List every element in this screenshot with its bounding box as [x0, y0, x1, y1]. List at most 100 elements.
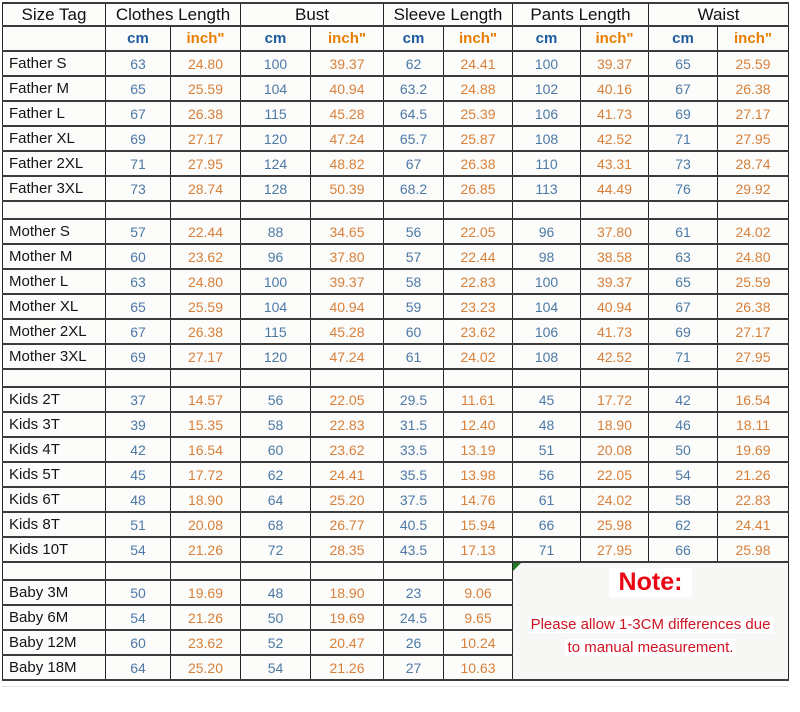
empty-cell [648, 368, 718, 388]
value-cell: 63.2 [383, 75, 444, 102]
value-cell: 18.11 [717, 411, 789, 438]
value-cell: 69 [648, 318, 718, 345]
empty-cell [310, 200, 384, 220]
value-cell: 10.63 [443, 654, 513, 681]
value-cell: 28.35 [310, 536, 384, 563]
value-cell: 27.17 [170, 343, 241, 370]
value-cell: 88 [240, 218, 311, 245]
value-cell: 100 [240, 50, 311, 77]
value-cell: 65 [648, 268, 718, 295]
value-cell: 108 [512, 125, 581, 152]
value-cell: 22.05 [443, 218, 513, 245]
value-cell: 16.54 [717, 386, 789, 413]
size-tag-cell: Father XL [2, 125, 106, 152]
size-tag-cell: Kids 2T [2, 386, 106, 413]
value-cell: 27.17 [717, 100, 789, 127]
value-cell: 33.5 [383, 436, 444, 463]
value-cell: 40.94 [310, 75, 384, 102]
value-cell: 41.73 [580, 318, 649, 345]
note-body-line2: to manual measurement. [514, 636, 788, 659]
empty-cell [443, 561, 513, 581]
value-cell: 21.26 [717, 461, 789, 488]
value-cell: 104 [240, 75, 311, 102]
value-cell: 17.72 [580, 386, 649, 413]
value-cell: 20.47 [310, 629, 384, 656]
value-cell: 37.5 [383, 486, 444, 513]
value-cell: 26.38 [443, 150, 513, 177]
size-tag-cell: Mother XL [2, 293, 106, 320]
value-cell: 67 [648, 75, 718, 102]
value-cell: 72 [240, 536, 311, 563]
value-cell: 23.62 [170, 629, 241, 656]
value-cell: 96 [512, 218, 581, 245]
table-row: Father M 65 25.59 104 40.94 63.2 24.88 102 40.16… [2, 75, 789, 102]
value-cell: 45 [105, 461, 171, 488]
table-row: Father XL 69 27.17 120 47.24 65.7 25.87 108 42.5… [2, 125, 789, 152]
table-body: Father S 63 24.80 100 39.37 62 24.41 100 39.37 65… [2, 50, 789, 681]
value-cell: 26.38 [170, 100, 241, 127]
value-cell: 62 [648, 511, 718, 538]
empty-cell [2, 561, 106, 581]
value-cell: 12.40 [443, 411, 513, 438]
unit-header-inch: inch" [717, 25, 789, 52]
value-cell: 46 [648, 411, 718, 438]
value-cell: 25.87 [443, 125, 513, 152]
value-cell: 98 [512, 243, 581, 270]
value-cell: 29.92 [717, 175, 789, 202]
value-cell: 17.13 [443, 536, 513, 563]
value-cell: 124 [240, 150, 311, 177]
col-header-bust: Bust [240, 2, 384, 27]
size-tag-cell: Father L [2, 100, 106, 127]
size-tag-cell: Mother M [2, 243, 106, 270]
value-cell: 37 [105, 386, 171, 413]
value-cell: 41.73 [580, 100, 649, 127]
value-cell: 100 [240, 268, 311, 295]
empty-cell [443, 200, 513, 220]
col-header-clothes-length: Clothes Length [105, 2, 241, 27]
value-cell: 100 [512, 268, 581, 295]
value-cell: 50 [648, 436, 718, 463]
value-cell: 50.39 [310, 175, 384, 202]
value-cell: 73 [648, 150, 718, 177]
value-cell: 42.52 [580, 343, 649, 370]
value-cell: 25.59 [170, 293, 241, 320]
value-cell: 42 [105, 436, 171, 463]
empty-cell [310, 561, 384, 581]
value-cell: 25.98 [717, 536, 789, 563]
value-cell: 27.95 [170, 150, 241, 177]
value-cell: 26.85 [443, 175, 513, 202]
faint-gridline [2, 686, 788, 687]
value-cell: 104 [240, 293, 311, 320]
excel-corner-marker-icon [513, 564, 521, 571]
value-cell: 60 [240, 436, 311, 463]
value-cell: 15.35 [170, 411, 241, 438]
value-cell: 18.90 [170, 486, 241, 513]
value-cell: 47.24 [310, 343, 384, 370]
size-tag-cell: Kids 4T [2, 436, 106, 463]
value-cell: 22.44 [443, 243, 513, 270]
empty-cell [383, 200, 444, 220]
separator-row [2, 200, 789, 220]
empty-cell [240, 368, 311, 388]
unit-header-inch: inch" [170, 25, 241, 52]
table-row: Kids 10T 54 21.26 72 28.35 43.5 17.13 71 27.95 66… [2, 536, 789, 563]
value-cell: 76 [648, 175, 718, 202]
size-tag-cell: Baby 12M [2, 629, 106, 656]
empty-cell [512, 368, 581, 388]
empty-cell [240, 561, 311, 581]
value-cell: 27 [383, 654, 444, 681]
value-cell: 65 [648, 50, 718, 77]
empty-cell [170, 561, 241, 581]
size-tag-cell: Father M [2, 75, 106, 102]
value-cell: 40.94 [310, 293, 384, 320]
table-row: Father L 67 26.38 115 45.28 64.5 25.39 106 41.73… [2, 100, 789, 127]
value-cell: 20.08 [580, 436, 649, 463]
value-cell: 25.39 [443, 100, 513, 127]
separator-row [2, 368, 789, 388]
empty-cell [580, 200, 649, 220]
value-cell: 22.05 [580, 461, 649, 488]
table-row: Mother L 63 24.80 100 39.37 58 22.83 100 39.37 65… [2, 268, 789, 295]
note-cell: Note: Please allow 1-3CM differences due t… [512, 561, 789, 681]
value-cell: 24.41 [443, 50, 513, 77]
table-row: Kids 6T 48 18.90 64 25.20 37.5 14.76 61 24.02 58 2… [2, 486, 789, 513]
